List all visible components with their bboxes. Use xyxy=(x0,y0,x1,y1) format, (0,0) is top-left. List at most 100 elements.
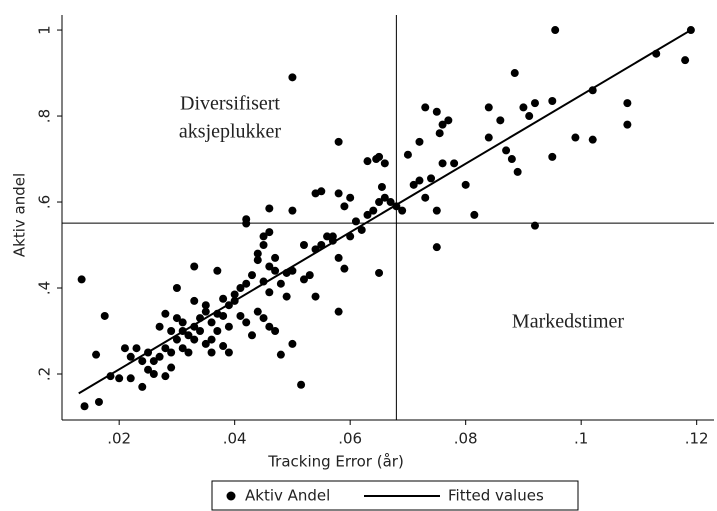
point xyxy=(588,135,597,144)
point xyxy=(190,262,199,271)
point xyxy=(415,176,424,185)
point xyxy=(288,73,297,82)
point xyxy=(623,120,632,129)
point xyxy=(375,152,384,161)
y-tick-label: .8 xyxy=(36,109,54,123)
point xyxy=(100,311,109,320)
point xyxy=(242,279,251,288)
point xyxy=(438,159,447,168)
point xyxy=(196,327,205,336)
point xyxy=(219,342,228,351)
point xyxy=(92,350,101,359)
point xyxy=(172,284,181,293)
point xyxy=(149,369,158,378)
point xyxy=(502,146,511,155)
point xyxy=(149,357,158,366)
point xyxy=(144,365,153,374)
point xyxy=(470,210,479,219)
annotation: Markedstimer xyxy=(512,311,625,333)
point xyxy=(334,307,343,316)
fitted-line xyxy=(78,29,692,395)
point xyxy=(386,198,395,207)
point xyxy=(265,262,274,271)
point xyxy=(369,206,378,215)
point xyxy=(377,182,386,191)
point xyxy=(415,137,424,146)
point xyxy=(155,352,164,361)
point xyxy=(230,290,239,299)
point xyxy=(507,155,516,164)
point xyxy=(184,348,193,357)
point xyxy=(276,350,285,359)
point xyxy=(623,99,632,108)
point xyxy=(334,253,343,262)
point xyxy=(519,103,528,112)
x-tick-label: .08 xyxy=(454,430,478,448)
point xyxy=(207,335,216,344)
point xyxy=(201,339,210,348)
y-tick-label: .4 xyxy=(36,281,54,295)
point xyxy=(167,348,176,357)
point xyxy=(161,372,170,381)
point xyxy=(138,382,147,391)
point xyxy=(525,112,534,121)
point xyxy=(305,271,314,280)
point xyxy=(334,189,343,198)
point xyxy=(213,266,222,275)
point xyxy=(94,397,103,406)
point xyxy=(484,133,493,142)
point xyxy=(259,314,268,323)
point xyxy=(247,331,256,340)
point xyxy=(80,402,89,411)
point xyxy=(161,344,170,353)
point xyxy=(167,327,176,336)
point xyxy=(299,275,308,284)
point xyxy=(259,241,268,250)
point xyxy=(363,157,372,166)
point xyxy=(161,309,170,318)
point xyxy=(184,331,193,340)
point xyxy=(513,167,522,176)
x-tick-label: .02 xyxy=(107,430,131,448)
point xyxy=(253,256,262,265)
point xyxy=(190,335,199,344)
point xyxy=(167,363,176,372)
point xyxy=(271,266,280,275)
point xyxy=(219,294,228,303)
point xyxy=(403,150,412,159)
x-tick-label: .1 xyxy=(574,430,588,448)
point xyxy=(438,120,447,129)
point xyxy=(548,152,557,161)
point xyxy=(346,193,355,202)
point xyxy=(340,264,349,273)
point xyxy=(253,307,262,316)
point xyxy=(375,198,384,207)
point xyxy=(190,296,199,305)
point xyxy=(288,206,297,215)
point xyxy=(236,311,245,320)
point xyxy=(380,159,389,168)
point xyxy=(571,133,580,142)
point xyxy=(207,318,216,327)
point xyxy=(213,327,222,336)
point xyxy=(265,228,274,237)
point xyxy=(155,322,164,331)
point xyxy=(265,204,274,213)
point xyxy=(551,26,560,35)
point xyxy=(77,275,86,284)
point xyxy=(172,335,181,344)
y-tick-label: .2 xyxy=(36,367,54,381)
point xyxy=(340,202,349,211)
point xyxy=(435,129,444,138)
point xyxy=(271,327,280,336)
point xyxy=(363,210,372,219)
point xyxy=(375,268,384,277)
point xyxy=(444,116,453,125)
point xyxy=(271,253,280,262)
point xyxy=(461,180,470,189)
point xyxy=(484,103,493,112)
point xyxy=(242,318,251,327)
legend-marker xyxy=(226,491,236,501)
point xyxy=(317,241,326,250)
